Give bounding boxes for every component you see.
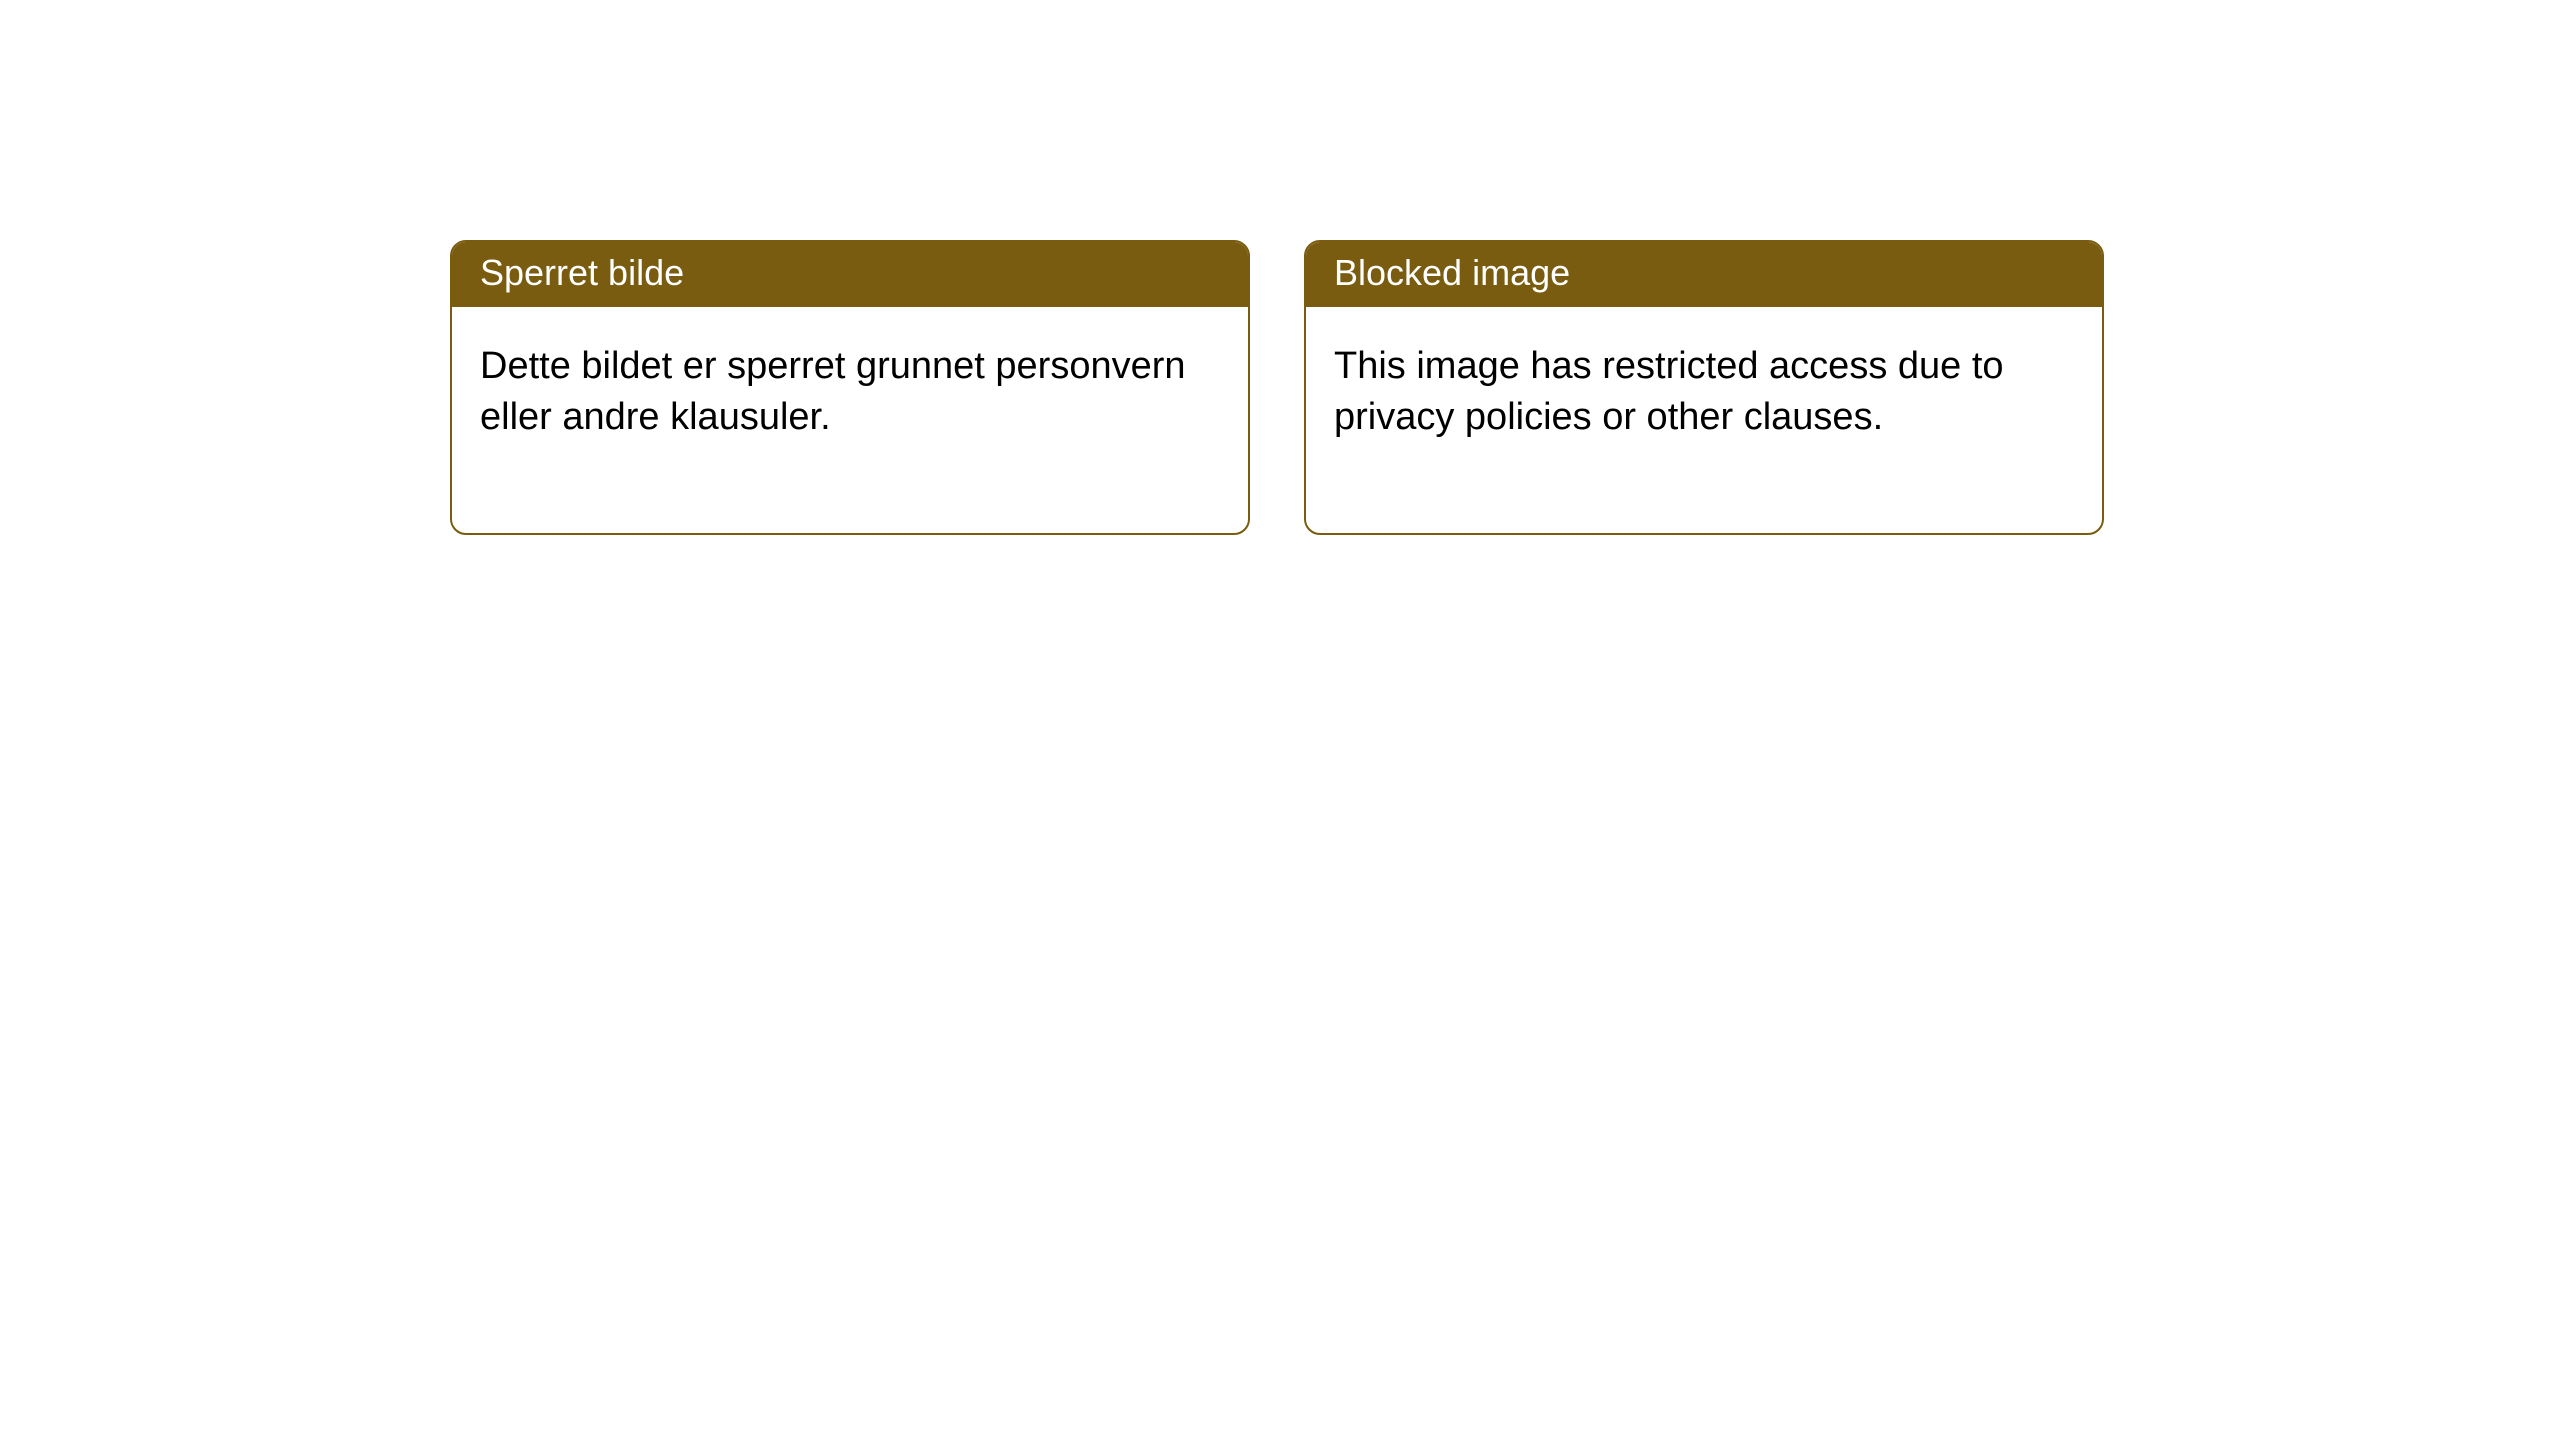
notice-body-norwegian: Dette bildet er sperret grunnet personve… [452, 307, 1248, 534]
notice-box-norwegian: Sperret bilde Dette bildet er sperret gr… [450, 240, 1250, 535]
notice-container: Sperret bilde Dette bildet er sperret gr… [450, 240, 2104, 535]
notice-box-english: Blocked image This image has restricted … [1304, 240, 2104, 535]
notice-header-norwegian: Sperret bilde [452, 242, 1248, 307]
notice-body-english: This image has restricted access due to … [1306, 307, 2102, 534]
notice-header-english: Blocked image [1306, 242, 2102, 307]
